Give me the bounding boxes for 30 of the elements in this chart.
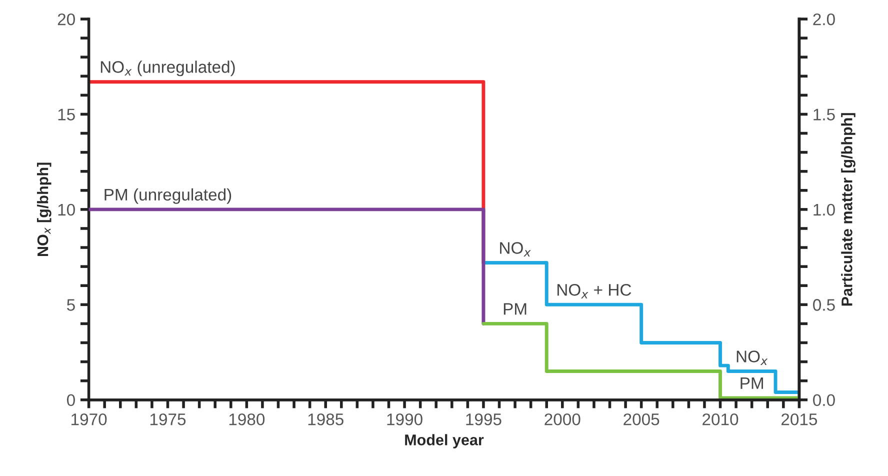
x-axis-title: Model year xyxy=(405,434,484,448)
y2-tick-label: 0.5 xyxy=(813,299,835,311)
y2-tick-label: 2.0 xyxy=(813,13,835,26)
annotation: NO$_{x}$ xyxy=(500,242,531,256)
x-tick-label: 1970 xyxy=(72,413,107,426)
y-tick-label: 10 xyxy=(58,204,75,216)
x-tick-label: 1975 xyxy=(150,413,186,426)
y2-tick-label: 1.0 xyxy=(814,204,835,216)
x-tick-label: 2015 xyxy=(782,413,818,426)
y-axis-title: NO$_{x}$ [g/bhph] xyxy=(37,162,52,256)
y-tick-label: 15 xyxy=(58,108,75,120)
y2-tick-label: 1.5 xyxy=(814,108,835,120)
x-tick-label: 2010 xyxy=(702,413,738,426)
x-tick-label: 2000 xyxy=(544,413,580,426)
y-tick-label: 20 xyxy=(58,13,75,26)
x-tick-label: 2005 xyxy=(624,413,660,426)
y-tick-label: 0 xyxy=(66,394,75,406)
y2-tick-label: 0.0 xyxy=(813,394,835,406)
annotation: NO$_{x}$ + HC xyxy=(558,284,632,298)
y-tick-label: 5 xyxy=(67,299,75,311)
x-tick-label: 1980 xyxy=(229,413,265,426)
x-tick-label: 1995 xyxy=(466,413,502,426)
annotation: PM xyxy=(504,303,526,315)
annotation: PM xyxy=(740,377,763,389)
annotation: NO$_{x}$ (unregulated) xyxy=(100,60,235,76)
y2-axis-title: Particulate matter [g/bhph] xyxy=(841,113,856,306)
x-tick-label: 1990 xyxy=(387,413,422,426)
annotation: NO$_{x}$ xyxy=(736,350,768,365)
x-tick-label: 1985 xyxy=(308,413,344,426)
annotation: PM (unregulated) xyxy=(104,188,232,204)
